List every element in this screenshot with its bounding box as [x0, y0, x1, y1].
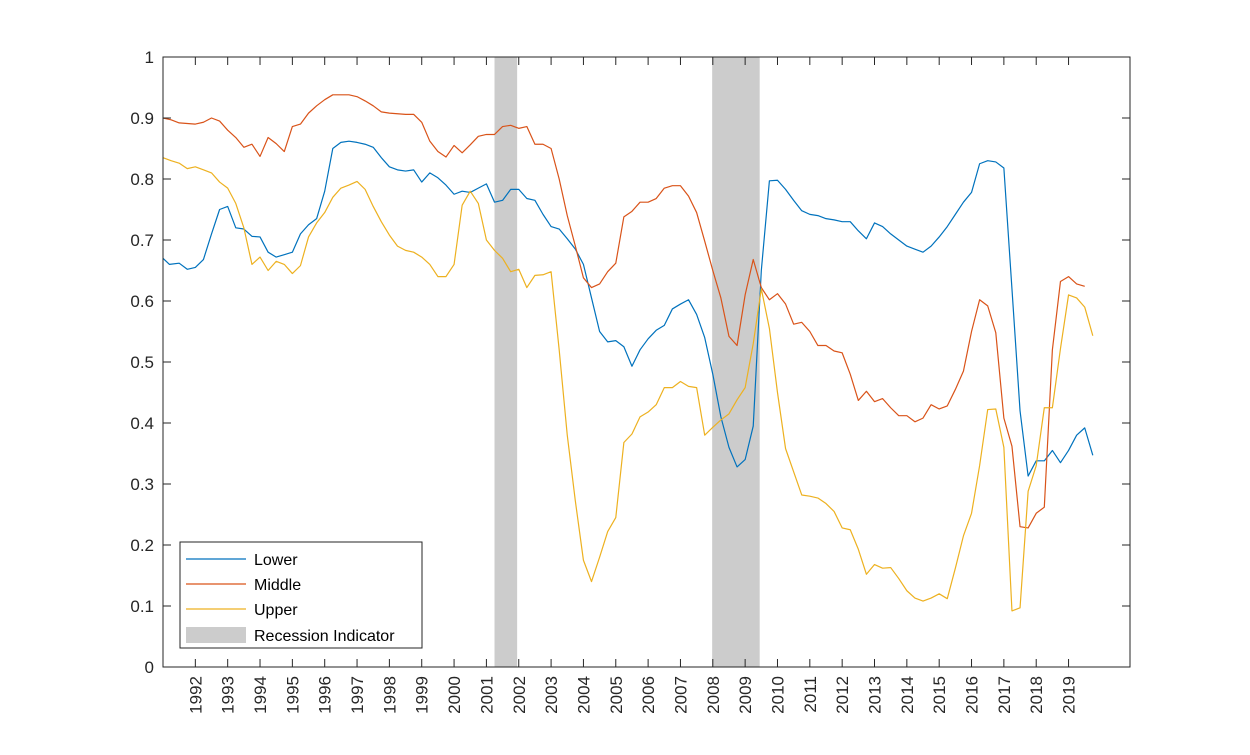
legend: Lower Middle Upper Recession Indicator — [179, 541, 423, 649]
series-line-upper — [162, 157, 1094, 612]
legend-label-middle: Middle — [254, 577, 301, 594]
legend-label-recession: Recession Indicator — [254, 628, 395, 645]
x-tick-label: 2010 — [768, 676, 787, 714]
legend-label-lower: Lower — [254, 552, 298, 569]
y-tick-label: 1 — [145, 48, 154, 67]
x-tick-label: 2008 — [704, 676, 723, 714]
x-tick-label: 1993 — [219, 676, 238, 714]
x-tick-label: 2019 — [1060, 676, 1079, 714]
x-tick-label: 2018 — [1027, 676, 1046, 714]
legend-swatch-recession — [186, 627, 246, 643]
x-tick-label: 2015 — [930, 676, 949, 714]
x-tick-label: 2007 — [671, 676, 690, 714]
y-axis: 0 0.1 0.2 0.3 0.4 0.5 0.6 0.7 0.8 0.9 1 — [130, 48, 1130, 677]
series-lines — [162, 94, 1094, 612]
x-tick-label: 2017 — [995, 676, 1014, 714]
x-tick-label: 2004 — [574, 676, 593, 714]
x-tick-label: 1996 — [316, 676, 335, 714]
x-tick-label: 1998 — [380, 676, 399, 714]
y-tick-label: 0.7 — [130, 231, 154, 250]
y-tick-label: 0.8 — [130, 170, 154, 189]
y-tick-label: 0.1 — [130, 597, 154, 616]
x-tick-label: 2003 — [542, 676, 561, 714]
y-tick-label: 0.9 — [130, 109, 154, 128]
x-tick-label: 2002 — [510, 676, 529, 714]
y-tick-label: 0.3 — [130, 475, 154, 494]
x-tick-label: 2016 — [963, 676, 982, 714]
series-line-lower — [162, 140, 1094, 477]
y-tick-label: 0.5 — [130, 353, 154, 372]
x-tick-label: 2014 — [898, 676, 917, 714]
x-tick-label: 1997 — [348, 676, 367, 714]
x-tick-label: 2013 — [866, 676, 885, 714]
y-tick-label: 0 — [145, 658, 154, 677]
x-tick-label: 2001 — [477, 676, 496, 714]
recession-band-2 — [712, 57, 760, 667]
y-tick-label: 0.2 — [130, 536, 154, 555]
x-tick-label: 1994 — [251, 676, 270, 714]
recession-bands — [494, 57, 760, 667]
x-tick-label: 1992 — [186, 676, 205, 714]
x-tick-label: 2009 — [736, 676, 755, 714]
x-tick-label: 1995 — [283, 676, 302, 714]
x-tick-label: 2012 — [833, 676, 852, 714]
recession-band-1 — [494, 57, 518, 667]
series-line-middle — [162, 94, 1085, 529]
x-tick-label: 2011 — [801, 676, 820, 713]
x-axis: 1992 1993 1994 1995 1996 1997 1998 1999 2000 2001… — [186, 57, 1079, 714]
x-tick-label: 2005 — [607, 676, 626, 714]
x-tick-label: 2006 — [639, 676, 658, 714]
x-tick-label: 1999 — [413, 676, 432, 714]
legend-label-upper: Upper — [254, 602, 298, 619]
y-tick-label: 0.4 — [130, 414, 154, 433]
y-tick-label: 0.6 — [130, 292, 154, 311]
x-tick-label: 2000 — [445, 676, 464, 714]
